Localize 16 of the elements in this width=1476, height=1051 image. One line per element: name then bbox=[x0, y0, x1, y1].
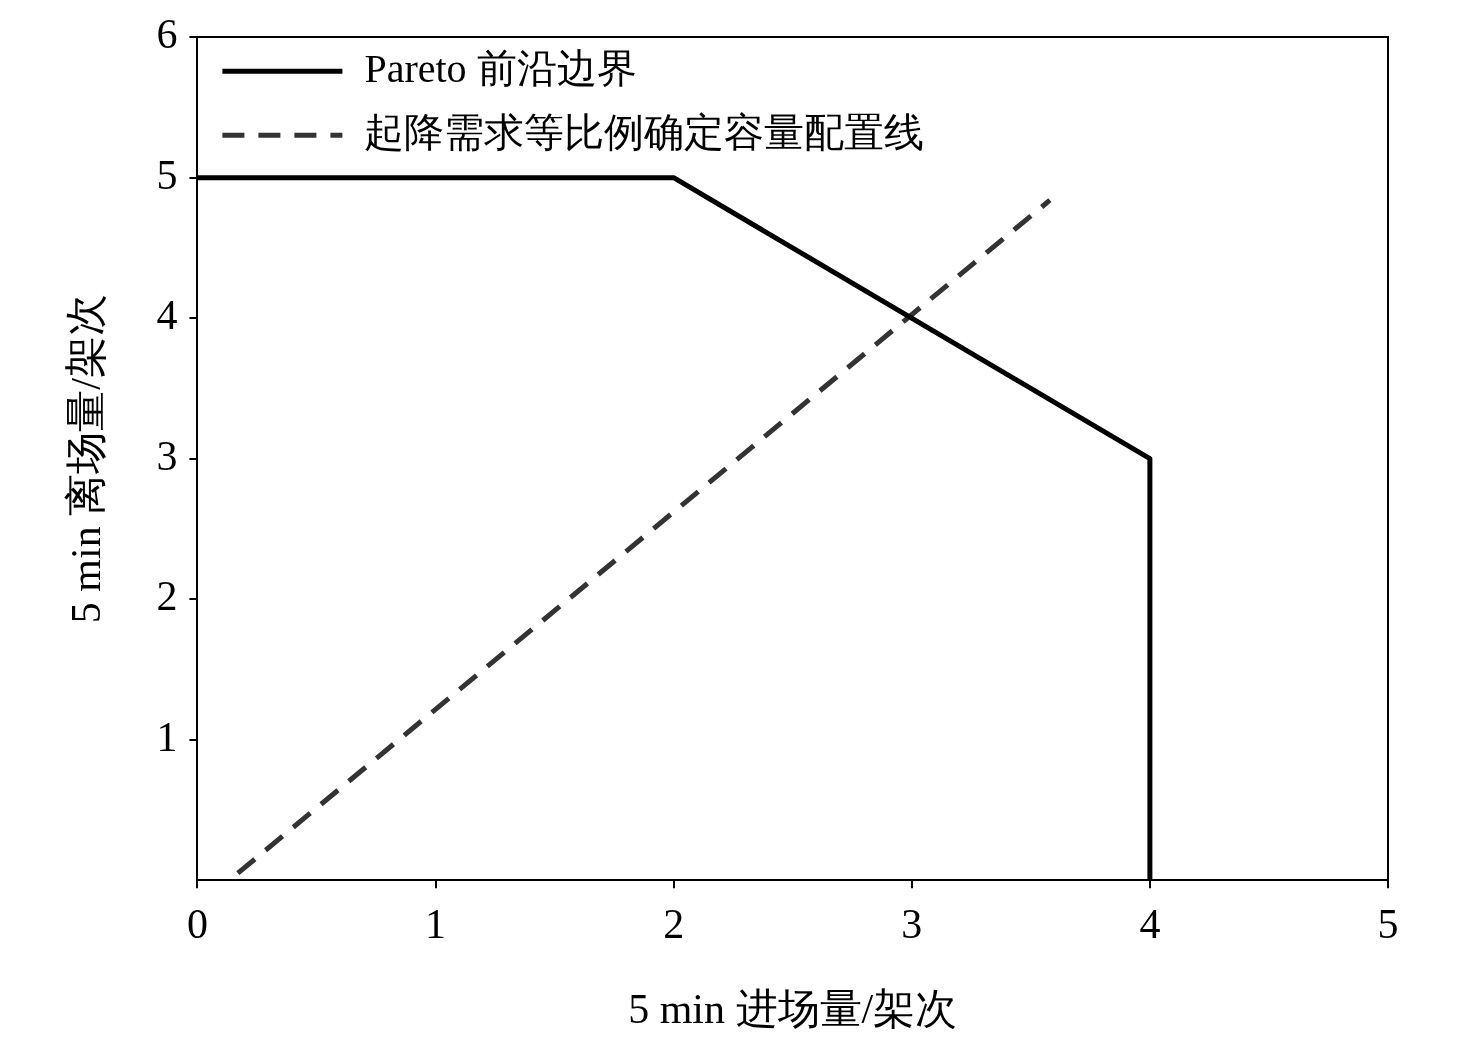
x-tick-label: 4 bbox=[1139, 901, 1161, 948]
legend-label: 起降需求等比例确定容量配置线 bbox=[364, 109, 925, 155]
x-tick-label: 3 bbox=[901, 901, 923, 948]
x-tick-label: 1 bbox=[425, 901, 447, 948]
legend-label: Pareto 前沿边界 bbox=[364, 45, 637, 91]
y-tick-label: 4 bbox=[156, 292, 178, 339]
x-tick-label: 5 bbox=[1377, 901, 1399, 948]
y-tick-label: 3 bbox=[156, 432, 178, 479]
y-tick-label: 5 bbox=[156, 151, 178, 198]
y-axis-title: 5 min 离场量/架次 bbox=[63, 294, 110, 624]
y-tick-label: 1 bbox=[156, 713, 178, 760]
x-tick-label: 0 bbox=[186, 901, 208, 948]
y-tick-label: 6 bbox=[156, 11, 178, 58]
x-tick-label: 2 bbox=[663, 901, 685, 948]
y-tick-label: 2 bbox=[156, 573, 178, 620]
x-axis-title: 5 min 进场量/架次 bbox=[628, 985, 958, 1032]
